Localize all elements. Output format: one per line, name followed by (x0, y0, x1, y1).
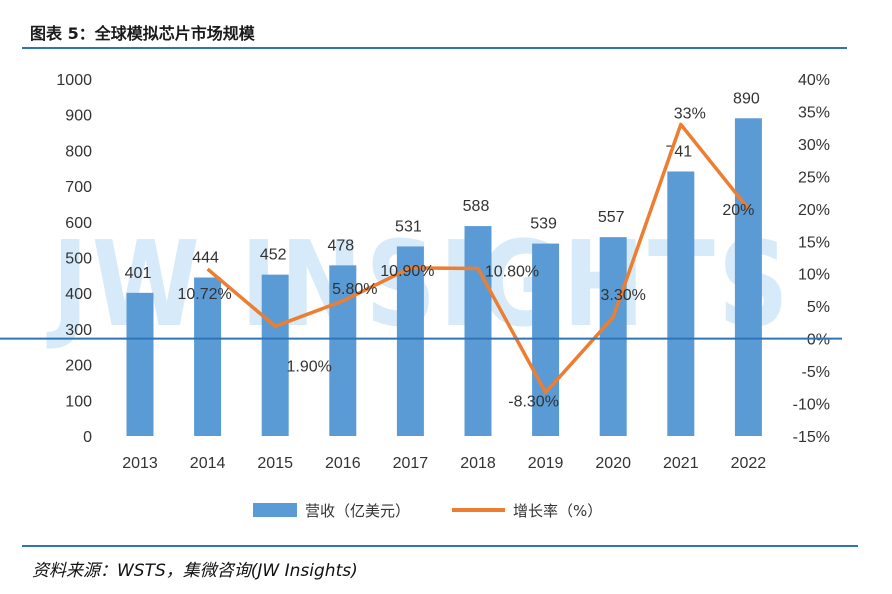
y-left-tick: 600 (65, 215, 92, 232)
chart-legend: 营收（亿美元） 增长率（%） (253, 502, 602, 520)
bar-label-2017: 531 (395, 218, 422, 235)
bar-label-2018: 588 (463, 198, 490, 215)
legend-swatch-revenue (253, 503, 297, 517)
y-left-tick: 200 (65, 358, 92, 375)
y-right-tick: 0% (807, 332, 830, 349)
bar-label-2022: 890 (733, 90, 760, 107)
bar-2014 (194, 277, 222, 436)
y-left-tick: 700 (65, 179, 92, 196)
bar-2013 (126, 292, 154, 436)
bar-2017 (396, 246, 424, 436)
y-left-tick: 0 (83, 429, 92, 446)
y-axis-right: -15% -10% -5% 0% 5% 10% 15% 20% 25% 30% 35% 40% (793, 72, 830, 446)
y-right-tick: 15% (798, 234, 830, 251)
figure-title: 图表 5：全球模拟芯片市场规模 (30, 24, 255, 43)
y-right-tick: 35% (798, 104, 830, 121)
title-divider (22, 47, 847, 49)
y-right-tick: -5% (802, 364, 830, 381)
bar-label-2016: 478 (327, 237, 354, 254)
y-left-tick: 100 (65, 393, 92, 410)
y-axis-left: 0 100 200 300 400 500 600 700 800 900 1000 (56, 72, 92, 446)
bar-2016 (329, 265, 357, 436)
bar-label-2014: 444 (192, 249, 219, 266)
bar-2021 (667, 171, 695, 436)
y-left-tick: 400 (65, 286, 92, 303)
growth-value-labels: 10.72% 1.90% 5.80%10.90% 10.80% -8.30% 3.30% 3… (177, 105, 754, 410)
bar-2020 (599, 237, 627, 436)
growth-label-2016: 5.80% (332, 281, 377, 298)
growth-label-2014: 10.72% (177, 286, 231, 303)
growth-label-2020: 3.30% (601, 287, 646, 304)
bar-label-2019: 539 (530, 216, 557, 233)
y-right-tick: 25% (798, 169, 830, 186)
y-right-tick: 20% (798, 202, 830, 219)
bottom-divider (22, 545, 858, 547)
growth-label-2021: 33% (674, 105, 706, 122)
x-tick-2013: 2013 (122, 455, 158, 472)
y-left-tick: 500 (65, 251, 92, 268)
x-tick-2017: 2017 (393, 455, 429, 472)
growth-label-2017: 10.90% (380, 263, 434, 280)
bar-label-2015: 452 (260, 247, 287, 264)
x-tick-2015: 2015 (257, 455, 293, 472)
growth-label-2015: 1.90% (287, 358, 332, 375)
x-tick-2022: 2022 (731, 455, 767, 472)
bar-label-2013: 401 (125, 265, 152, 282)
x-axis: 2013 2014 2015 2016 2017 2018 2019 2020 2021 2022 (122, 455, 766, 472)
legend-label-growth: 增长率（%） (513, 502, 602, 520)
legend-label-revenue: 营收（亿美元） (305, 502, 410, 520)
y-right-tick: 30% (798, 137, 830, 154)
y-right-tick: -10% (793, 397, 830, 414)
bar-2019 (532, 243, 560, 436)
growth-line-series (206, 122, 750, 395)
x-tick-2021: 2021 (663, 455, 699, 472)
y-right-tick: 40% (798, 72, 830, 89)
source-note: 资料来源：WSTS，集微咨询(JW Insights) (32, 561, 358, 581)
y-left-tick: 300 (65, 322, 92, 339)
growth-label-2018: 10.80% (485, 264, 539, 281)
y-right-tick: -15% (793, 429, 830, 446)
y-left-tick: 900 (65, 108, 92, 125)
bar-2022 (734, 118, 762, 437)
bar-label-2020: 557 (598, 209, 625, 226)
growth-label-2022: 20% (722, 202, 754, 219)
bar-2015 (261, 274, 289, 436)
x-tick-2018: 2018 (460, 455, 496, 472)
x-tick-2014: 2014 (190, 455, 226, 472)
x-tick-2020: 2020 (595, 455, 631, 472)
bar-2018 (464, 226, 492, 436)
y-left-tick: 800 (65, 143, 92, 160)
bar-series (126, 118, 762, 437)
y-right-tick: 5% (807, 299, 830, 316)
growth-line (206, 122, 750, 395)
y-right-tick: 10% (798, 267, 830, 284)
growth-label-2019: -8.30% (508, 394, 559, 411)
x-tick-2016: 2016 (325, 455, 361, 472)
x-tick-2019: 2019 (528, 455, 564, 472)
y-left-tick: 1000 (56, 72, 92, 89)
